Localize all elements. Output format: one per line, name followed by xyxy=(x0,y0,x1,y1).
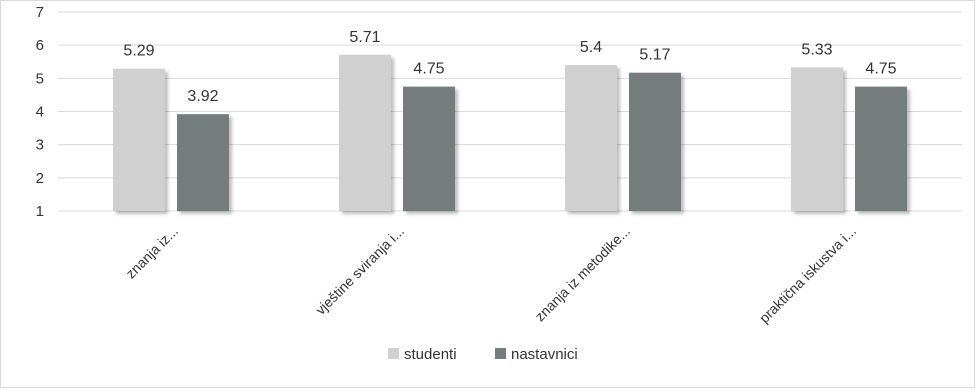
y-tick-label: 4 xyxy=(36,104,44,121)
legend-label-nastavnici: nastavnici xyxy=(511,346,578,363)
y-tick-label: 7 xyxy=(36,4,44,21)
y-axis-ticks: 1 2 3 4 5 6 7 xyxy=(36,4,44,220)
y-tick-label: 1 xyxy=(36,203,44,220)
data-label: 5.4 xyxy=(580,39,602,56)
bar-nastavnici-1 xyxy=(403,86,455,211)
data-label: 5.29 xyxy=(123,43,154,60)
bar-nastavnici-2 xyxy=(629,72,681,211)
data-label: 5.71 xyxy=(349,29,380,46)
category-label: praktična iskustva i... xyxy=(756,223,859,326)
bar-studenti-1 xyxy=(339,54,391,211)
category-label: znanja iz... xyxy=(122,223,181,282)
data-label: 3.92 xyxy=(187,88,218,105)
y-tick-label: 5 xyxy=(36,70,44,87)
category-label: znanja iz metodike... xyxy=(532,223,634,325)
category-label: vještine sviranja i... xyxy=(312,223,407,318)
y-tick-label: 2 xyxy=(36,170,44,187)
data-labels: 5.29 5.71 5.4 5.33 3.92 4.75 5.17 4.75 xyxy=(123,29,896,105)
legend-label-studenti: studenti xyxy=(404,346,457,363)
y-tick-label: 3 xyxy=(36,137,44,154)
legend: studenti nastavnici xyxy=(388,346,578,363)
bar-studenti-2 xyxy=(565,65,617,211)
data-label: 5.33 xyxy=(801,41,832,58)
category-labels: znanja iz... vještine sviranja i... znanja… xyxy=(122,223,859,326)
bars xyxy=(113,54,907,211)
bar-nastavnici-0 xyxy=(177,114,229,211)
legend-swatch-studenti xyxy=(388,348,399,359)
data-label: 5.17 xyxy=(639,47,670,64)
data-label: 4.75 xyxy=(413,61,444,78)
bar-nastavnici-3 xyxy=(855,86,907,211)
legend-swatch-nastavnici xyxy=(495,348,506,359)
y-tick-label: 6 xyxy=(36,37,44,54)
bar-studenti-0 xyxy=(113,68,165,211)
bar-studenti-3 xyxy=(791,67,843,211)
data-label: 4.75 xyxy=(865,61,896,78)
